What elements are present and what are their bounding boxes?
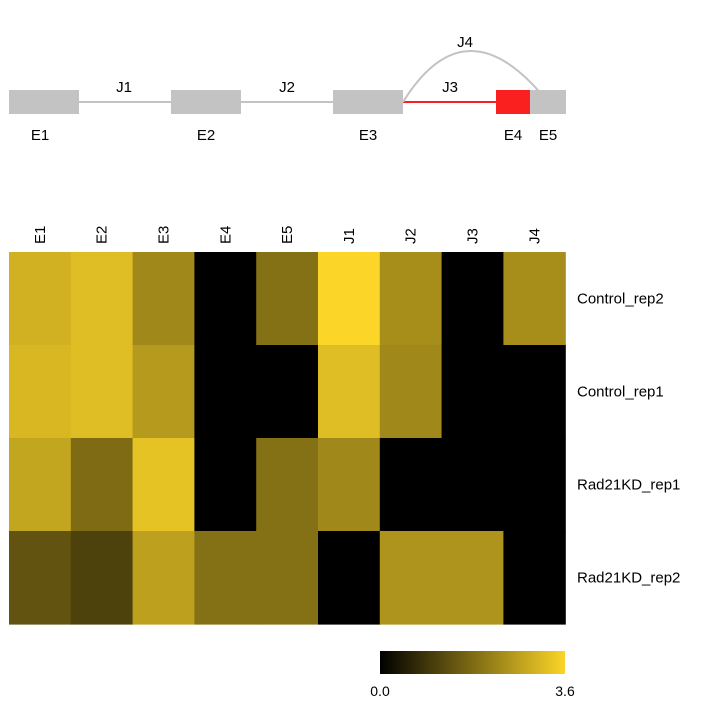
junction-j1-label: J1	[116, 79, 132, 96]
heatmap-cell-rad21kd-rep1-j4	[503, 438, 566, 532]
exon-e1-label: E1	[31, 127, 49, 144]
heatmap-cell-rad21kd-rep2-e5	[256, 531, 319, 625]
heatmap-cell-control-rep2-e3	[132, 252, 195, 346]
heatmap-column-label-e2: E2	[94, 226, 111, 244]
heatmap-column-label-e4: E4	[217, 226, 234, 244]
exon-e3-label: E3	[359, 127, 377, 144]
heatmap-column-label-e3: E3	[156, 226, 173, 244]
heatmap-cell-rad21kd-rep2-j2	[379, 531, 443, 625]
heatmap-cell-control-rep1-e2	[70, 345, 134, 439]
exon-e3-box	[333, 90, 403, 114]
heatmap-cell-control-rep2-e4	[194, 252, 257, 346]
exon-e5-label: E5	[539, 127, 557, 144]
heatmap-cell-rad21kd-rep2-j3	[441, 531, 504, 625]
heatmap-cell-rad21kd-rep2-j1	[318, 531, 381, 625]
colorbar: 0.0 3.6	[370, 651, 575, 699]
heatmap-column-label-e5: E5	[279, 226, 296, 244]
heatmap-column-label-j3: J3	[465, 228, 482, 244]
heatmap-cell-rad21kd-rep2-e2	[70, 531, 134, 625]
heatmap-cell-rad21kd-rep2-j4	[503, 531, 566, 625]
heatmap-cell-control-rep2-j3	[441, 252, 504, 346]
heatmap-column-label-j1: J1	[341, 228, 358, 244]
junction-j3-label: J3	[442, 79, 458, 96]
exon-e4-box	[496, 90, 530, 114]
heatmap-cell-rad21kd-rep2-e3	[132, 531, 195, 625]
heatmap-cell-rad21kd-rep1-e2	[70, 438, 134, 532]
heatmap-cell-rad21kd-rep1-e3	[132, 438, 195, 532]
heatmap-cell-rad21kd-rep2-e4	[194, 531, 257, 625]
junction-j4-line	[402, 50, 549, 103]
colorbar-gradient	[380, 651, 565, 674]
heatmap-cell-control-rep2-j4	[503, 252, 566, 346]
heatmap-cell-rad21kd-rep1-e4	[194, 438, 257, 532]
heatmap-cell-control-rep1-e5	[256, 345, 319, 439]
heatmap-cell-control-rep2-e1	[9, 252, 72, 346]
heatmap-cell-control-rep1-e3	[132, 345, 195, 439]
heatmap-cell-rad21kd-rep2-e1	[9, 531, 72, 625]
heatmap-cell-control-rep2-j1	[318, 252, 381, 346]
heatmap-cell-control-rep1-j1	[318, 345, 381, 439]
junction-j2-label: J2	[279, 79, 295, 96]
heatmap-cell-control-rep2-e5	[256, 252, 319, 346]
gene-model: J1 J2 J3 J4 E1 E2 E3 E4 E5	[9, 34, 566, 144]
heatmap-row-label-control-rep1: Control_rep1	[577, 384, 664, 401]
exon-e1-box	[9, 90, 79, 114]
heatmap-row-label-control-rep2: Control_rep2	[577, 291, 664, 308]
heatmap-cell-control-rep1-e4	[194, 345, 257, 439]
exon-e2-label: E2	[197, 127, 215, 144]
colorbar-min-label: 0.0	[370, 683, 390, 699]
exon-e4-label: E4	[504, 127, 522, 144]
heatmap-cell-rad21kd-rep1-j3	[441, 438, 504, 532]
heatmap-cell-control-rep2-j2	[379, 252, 443, 346]
heatmap-column-label-e1: E1	[32, 226, 49, 244]
heatmap-row-label-rad21kd-rep2: Rad21KD_rep2	[577, 570, 680, 587]
heatmap-cell-rad21kd-rep1-e5	[256, 438, 319, 532]
heatmap-cells	[9, 252, 566, 625]
heatmap-row-labels: Control_rep2 Control_rep1 Rad21KD_rep1 Rad2…	[577, 291, 680, 587]
heatmap-cell-rad21kd-rep1-j2	[379, 438, 443, 532]
heatmap-column-labels: E1 E2 E3 E4 E5 J1 J2 J3 J4	[32, 226, 543, 244]
heatmap-cell-control-rep2-e2	[70, 252, 134, 346]
heatmap-column-label-j2: J2	[403, 228, 420, 244]
heatmap-column-label-j4: J4	[526, 228, 543, 244]
heatmap-cell-control-rep1-e1	[9, 345, 72, 439]
junction-j4-label: J4	[457, 34, 473, 51]
colorbar-max-label: 3.6	[555, 683, 575, 699]
heatmap-cell-control-rep1-j2	[379, 345, 443, 439]
heatmap-cell-control-rep1-j4	[503, 345, 566, 439]
exon-e5-box	[530, 90, 566, 114]
heatmap-cell-rad21kd-rep1-j1	[318, 438, 381, 532]
heatmap-cell-rad21kd-rep1-e1	[9, 438, 72, 532]
heatmap-row-label-rad21kd-rep1: Rad21KD_rep1	[577, 477, 680, 494]
exon-e2-box	[171, 90, 241, 114]
heatmap-cell-control-rep1-j3	[441, 345, 504, 439]
